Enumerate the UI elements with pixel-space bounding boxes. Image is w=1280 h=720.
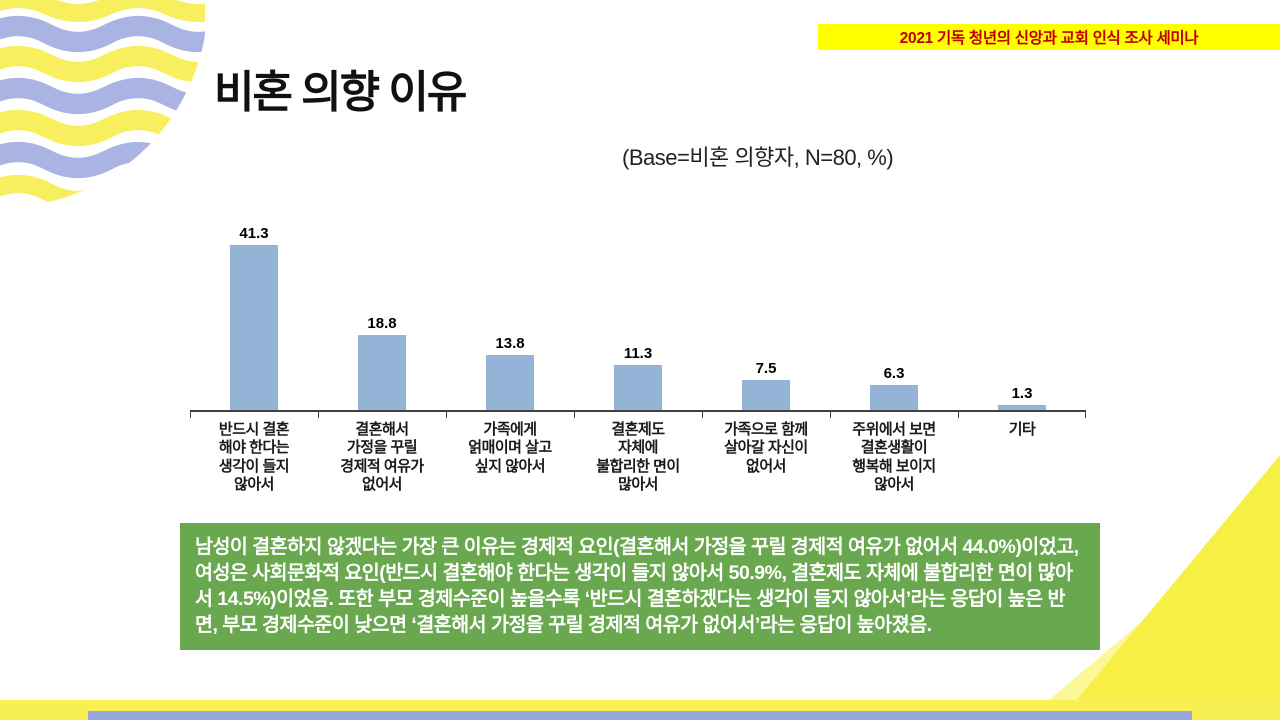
summary-box: 남성이 결혼하지 않겠다는 가장 큰 이유는 경제적 요인(결혼해서 가정을 꾸…	[180, 523, 1100, 650]
bar-chart: 41.3 18.8 13.8 11.3 7.5 6.3 1.3 반드시 결혼 해야 한다는 …	[190, 206, 1086, 494]
bar-category-label: 주위에서 보면 결혼생활이 행복해 보이지 않아서	[852, 421, 936, 493]
bar-category-label: 기타	[1008, 421, 1036, 438]
axis-tick	[830, 412, 831, 418]
bar-value-label: 13.8	[495, 334, 525, 352]
bar-category-label: 결혼제도 자체에 불합리한 면이 많아서	[596, 421, 680, 493]
bar-column: 18.8	[318, 315, 446, 410]
axis-tick	[445, 412, 447, 418]
triangle-decoration	[1025, 455, 1280, 720]
bar-column: 1.3	[958, 385, 1086, 410]
bar	[998, 404, 1046, 410]
bar-column: 11.3	[574, 345, 702, 410]
bar	[870, 384, 918, 410]
bar-category-label: 가족에게 얽매이며 살고 싶지 않아서	[468, 421, 552, 475]
bar-category-label: 결혼해서 가정을 꾸릴 경제적 여유가 없어서	[340, 421, 424, 493]
bar-column: 6.3	[830, 365, 958, 410]
x-axis	[190, 410, 1086, 418]
bar-value-label: 6.3	[883, 364, 905, 382]
bar-category-label: 반드시 결혼 해야 한다는 생각이 들지 않아서	[218, 421, 290, 493]
axis-tick	[958, 412, 959, 418]
bar	[614, 364, 662, 410]
bar	[486, 354, 534, 410]
bottom-blue-strip	[88, 711, 1192, 720]
seminar-banner: 2021 기독 청년의 신앙과 교회 인식 조사 세미나	[818, 24, 1280, 50]
bar-value-label: 1.3	[1011, 384, 1033, 402]
axis-tick	[1085, 412, 1086, 418]
axis-tick	[701, 412, 703, 418]
bar	[742, 380, 790, 410]
bar-column: 13.8	[446, 335, 574, 410]
bar-column: 41.3	[190, 225, 318, 410]
bar-value-label: 7.5	[755, 360, 777, 377]
bars-row: 41.3 18.8 13.8 11.3 7.5 6.3 1.3	[190, 206, 1086, 410]
bar	[230, 244, 278, 410]
axis-tick	[574, 412, 575, 418]
axis-tick	[317, 412, 319, 418]
bar	[358, 334, 406, 410]
bar-value-label: 18.8	[367, 314, 397, 332]
bar-value-label: 41.3	[239, 224, 269, 242]
category-labels-row: 반드시 결혼 해야 한다는 생각이 들지 않아서 결혼해서 가정을 꾸릴 경제적 …	[190, 418, 1086, 494]
page-title: 비혼 의향 이유	[214, 68, 467, 117]
wave-decoration	[0, 0, 205, 208]
bar-column: 7.5	[702, 360, 830, 410]
axis-tick	[190, 412, 191, 418]
bar-value-label: 11.3	[623, 344, 653, 362]
base-note: (Base=비혼 의향자, N=80, %)	[622, 145, 894, 170]
bar-category-label: 가족으로 함께 살아갈 자신이 없어서	[724, 421, 808, 475]
